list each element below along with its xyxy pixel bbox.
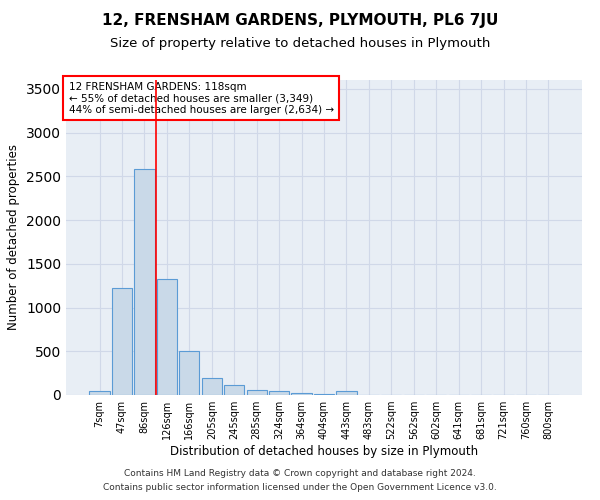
Bar [337, 390, 356, 395]
Bar [202, 378, 222, 395]
Text: 12, FRENSHAM GARDENS, PLYMOUTH, PL6 7JU: 12, FRENSHAM GARDENS, PLYMOUTH, PL6 7JU [102, 12, 498, 28]
Bar [269, 390, 289, 395]
Bar [292, 393, 311, 395]
Bar [314, 394, 334, 395]
Bar [89, 390, 110, 395]
Bar [112, 288, 132, 395]
Y-axis label: Number of detached properties: Number of detached properties [7, 144, 20, 330]
Text: 12 FRENSHAM GARDENS: 118sqm
← 55% of detached houses are smaller (3,349)
44% of : 12 FRENSHAM GARDENS: 118sqm ← 55% of det… [68, 82, 334, 115]
Bar [179, 351, 199, 395]
X-axis label: Distribution of detached houses by size in Plymouth: Distribution of detached houses by size … [170, 445, 478, 458]
Bar [247, 390, 267, 395]
Bar [134, 169, 155, 395]
Text: Contains public sector information licensed under the Open Government Licence v3: Contains public sector information licen… [103, 484, 497, 492]
Bar [224, 386, 244, 395]
Text: Size of property relative to detached houses in Plymouth: Size of property relative to detached ho… [110, 38, 490, 51]
Bar [157, 278, 177, 395]
Text: Contains HM Land Registry data © Crown copyright and database right 2024.: Contains HM Land Registry data © Crown c… [124, 468, 476, 477]
